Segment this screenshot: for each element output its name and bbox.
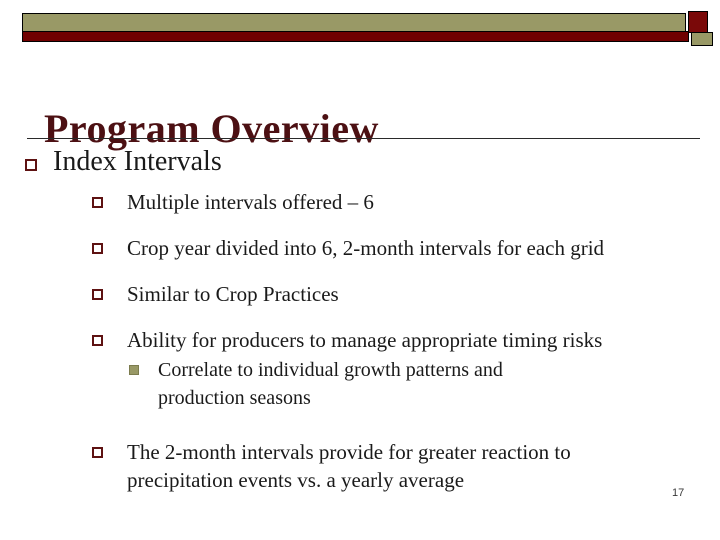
list-item: Crop year divided into 6, 2-month interv… (92, 234, 692, 262)
sub-list-item: Correlate to individual growth patterns … (129, 356, 689, 412)
hollow-square-bullet-icon (92, 289, 103, 300)
list-item: The 2-month intervals provide for greate… (92, 438, 687, 494)
list-item-index-intervals: Index Intervals (25, 147, 685, 177)
sub-list-item-label: Correlate to individual growth patterns … (158, 359, 503, 409)
list-item-label: Index Intervals (53, 146, 222, 177)
hollow-square-bullet-icon (92, 197, 103, 208)
hollow-square-bullet-icon (92, 243, 103, 254)
list-item: Ability for producers to manage appropri… (92, 326, 702, 354)
list-item-label: Ability for producers to manage appropri… (127, 328, 603, 352)
top-maroon-bar (22, 31, 689, 42)
top-right-maroon-square (688, 11, 708, 33)
list-item-label: Crop year divided into 6, 2-month interv… (127, 236, 605, 260)
hollow-square-bullet-icon (92, 447, 103, 458)
top-right-olive-square (691, 32, 713, 46)
list-item-label: The 2-month intervals provide for greate… (127, 440, 571, 492)
title-divider (27, 138, 700, 139)
list-item: Multiple intervals offered – 6 (92, 188, 692, 216)
hollow-square-bullet-icon (25, 159, 37, 171)
list-item: Similar to Crop Practices (92, 280, 692, 308)
hollow-square-bullet-icon (92, 335, 103, 346)
page-number: 17 (672, 487, 685, 499)
list-item-label: Similar to Crop Practices (127, 282, 339, 306)
slide-title: Program Overview (44, 105, 379, 151)
top-olive-bar (22, 13, 686, 32)
filled-square-bullet-icon (129, 365, 139, 375)
list-item-label: Multiple intervals offered – 6 (127, 190, 374, 214)
